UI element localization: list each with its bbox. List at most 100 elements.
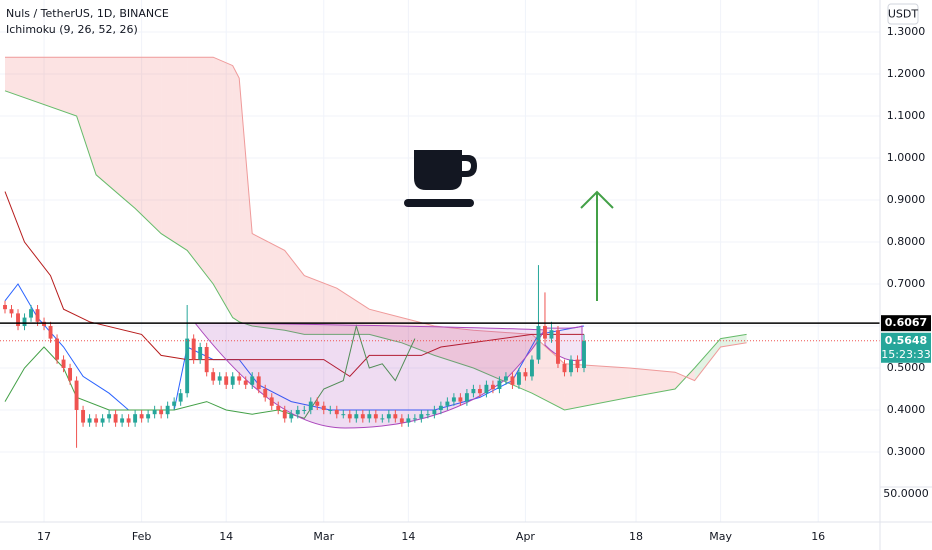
candle-body [9,309,14,314]
candle-body [503,376,508,381]
candle-body [543,325,547,339]
candle-body [510,376,515,385]
x-tick-label: 16 [811,530,825,543]
overlay [0,322,880,342]
candle-body [165,405,170,415]
candle-body [438,405,443,410]
candle-body [263,388,268,398]
x-tick-label: 14 [219,530,233,543]
currency-button-label[interactable]: USDT [888,8,919,21]
level-tag [881,315,931,332]
candle-body [237,376,242,381]
up-arrow [580,190,614,301]
candle-body [191,338,196,360]
candle-body [536,325,541,360]
cloud-fill [76,57,97,175]
indicator-label: Ichimoku (9, 26, 52, 26) [6,23,138,36]
candle-body [120,418,125,423]
cloud-fill [5,57,77,116]
currency-button[interactable] [887,3,919,25]
candle-body [321,405,326,410]
candle-body [354,414,359,419]
candle-body [530,359,534,377]
candle-body [113,414,118,423]
candle-body [74,380,79,410]
candle-body [295,409,300,415]
candle-body [87,418,92,423]
candle-body [328,409,333,411]
candle-body [172,401,177,406]
span-b-line [5,56,747,382]
cup-handle [462,155,477,177]
candle-body [282,409,287,419]
cup-body [414,150,462,190]
axes: 0.30000.40000.50000.60000.70000.80000.90… [37,25,931,543]
x-tick-label: 18 [629,530,643,543]
candle-body [367,414,372,419]
candle-body [334,409,339,415]
candles [3,265,586,448]
grid [0,0,880,522]
candle-body [575,359,580,368]
candle-body [178,393,183,402]
candle-body [425,414,430,416]
candle-body [484,384,489,394]
candle-body [289,414,294,419]
y-tick-label: 0.5000 [887,361,926,374]
candle-body [341,414,346,416]
candle-body [81,409,86,423]
candle-body [22,317,27,326]
candle-body [185,338,190,394]
cloud-fill [96,57,136,209]
candle-body [451,397,456,402]
indicator-line [4,191,584,378]
candle-body [133,414,138,423]
candle-body [380,418,385,420]
span-a-line [4,90,747,411]
cloud-fill [135,57,162,234]
candle-body [464,393,469,402]
cloud-fill [694,338,721,381]
cloud-fill [252,233,285,331]
candle-body [61,359,66,368]
y-tick-label: 1.3000 [887,25,926,38]
candle-body [198,346,203,360]
candle-body [107,414,112,419]
candle-body [224,376,229,385]
cloud-fill [434,325,474,368]
y-tick-label: 0.7000 [887,277,926,290]
candle-body [582,340,586,368]
candle-body [347,414,352,419]
handle-drawing [544,325,583,362]
candle-body [250,376,255,385]
candle-body [55,338,60,360]
candle-body [308,401,313,410]
y-tick-label: 0.3000 [887,445,926,458]
x-tick-label: Feb [132,530,151,543]
x-tick-label: 17 [37,530,51,543]
candle-body [3,304,7,310]
candle-body [230,376,235,385]
candle-body [562,363,567,373]
candle-body [516,372,521,385]
candle-body [315,401,320,406]
candle-body [458,397,463,402]
candle-body [393,414,398,419]
coffee-icon [404,150,477,207]
cloud-fill [564,363,630,410]
candle-body [100,418,105,423]
candle-body [399,418,404,423]
candle-body [243,380,248,385]
cloud-fill [161,57,188,251]
candle-body [549,330,554,339]
candle-body [386,414,391,419]
candle-body [16,313,20,326]
candle-body [139,414,144,419]
cup-drawing [193,322,546,429]
y-tick-label: 1.0000 [887,151,926,164]
candle-body [211,372,216,381]
cloud-fill [213,57,233,318]
cloud-fill [304,275,337,335]
candle-body [256,376,261,389]
candle-body [490,384,495,389]
